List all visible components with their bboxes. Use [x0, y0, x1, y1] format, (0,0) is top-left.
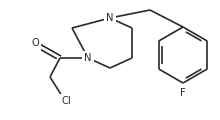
Text: F: F [180, 88, 186, 98]
Text: N: N [106, 13, 114, 23]
Text: Cl: Cl [61, 96, 71, 106]
Text: N: N [84, 53, 92, 63]
Text: O: O [31, 38, 39, 48]
